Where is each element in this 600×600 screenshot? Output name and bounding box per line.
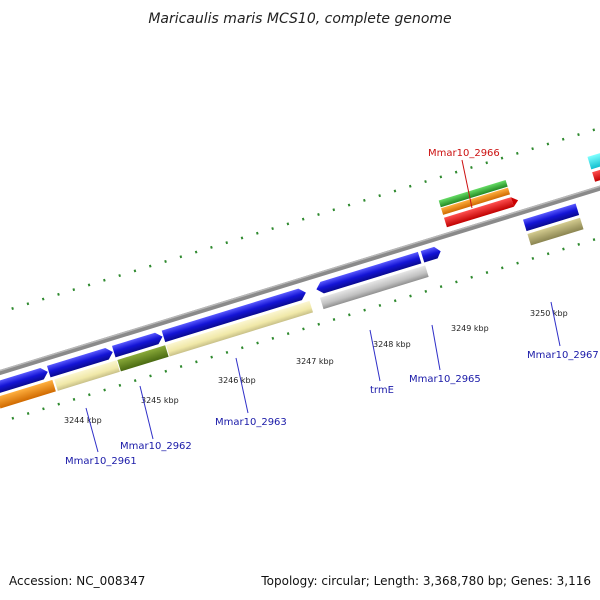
tick-label: 3246 kbp <box>218 376 256 385</box>
gene-label-trme[interactable]: trmE <box>370 385 394 396</box>
tick-label: 3248 kbp <box>373 340 411 349</box>
cds-small[interactable] <box>420 245 443 263</box>
feature-green[interactable] <box>438 179 508 208</box>
cds-forward[interactable] <box>111 331 164 358</box>
gene-label-mmar10-2961[interactable]: Mmar10_2961 <box>65 456 137 467</box>
cds-mmar10-2965[interactable] <box>315 251 422 295</box>
gene-label-mmar10-2962[interactable]: Mmar10_2962 <box>120 441 192 452</box>
gene-label-mmar10-2965[interactable]: Mmar10_2965 <box>409 374 481 385</box>
tick-label: 3247 kbp <box>296 357 334 366</box>
accession-text: Accession: NC_008347 <box>9 574 145 588</box>
map-title: Maricaulis maris MCS10, complete genome <box>148 11 451 27</box>
inner-tick-track <box>0 222 600 434</box>
tick-label: 3250 kbp <box>530 309 568 318</box>
feature-orange[interactable] <box>0 379 56 409</box>
leader-lines <box>85 159 561 453</box>
feature-cream[interactable] <box>54 360 120 391</box>
cds-mmar10-2967[interactable] <box>523 203 580 232</box>
tick-labels: 3244 kbp 3245 kbp 3246 kbp 3247 kbp 3248… <box>64 309 568 425</box>
topology-text: Topology: circular; Length: 3,368,780 bp… <box>260 574 591 588</box>
feature-cream-long[interactable] <box>166 300 314 357</box>
cds-forward[interactable] <box>0 366 50 395</box>
feature-khaki[interactable] <box>527 217 584 246</box>
cds-forward[interactable] <box>161 287 308 343</box>
gene-label-mmar10-2963[interactable]: Mmar10_2963 <box>215 417 287 428</box>
cds-forward[interactable] <box>46 346 115 378</box>
tick-label: 3249 kbp <box>451 324 489 333</box>
feature-cyan[interactable] <box>587 145 600 170</box>
gene-label-mmar10-2967[interactable]: Mmar10_2967 <box>527 350 599 361</box>
genome-strip <box>0 122 600 434</box>
feature-gray-trme[interactable] <box>319 265 429 310</box>
feature-olive[interactable] <box>117 345 169 372</box>
feature-orange-small[interactable] <box>441 187 511 215</box>
gene-label-mmar10-2966[interactable]: Mmar10_2966 <box>428 148 500 159</box>
feature-red[interactable] <box>443 197 514 228</box>
gene-labels: Mmar10_2961 Mmar10_2962 Mmar10_2963 trmE… <box>65 148 599 467</box>
tick-label: 3245 kbp <box>141 396 179 405</box>
outer-tick-track <box>0 122 600 334</box>
tick-label: 3244 kbp <box>64 416 102 425</box>
